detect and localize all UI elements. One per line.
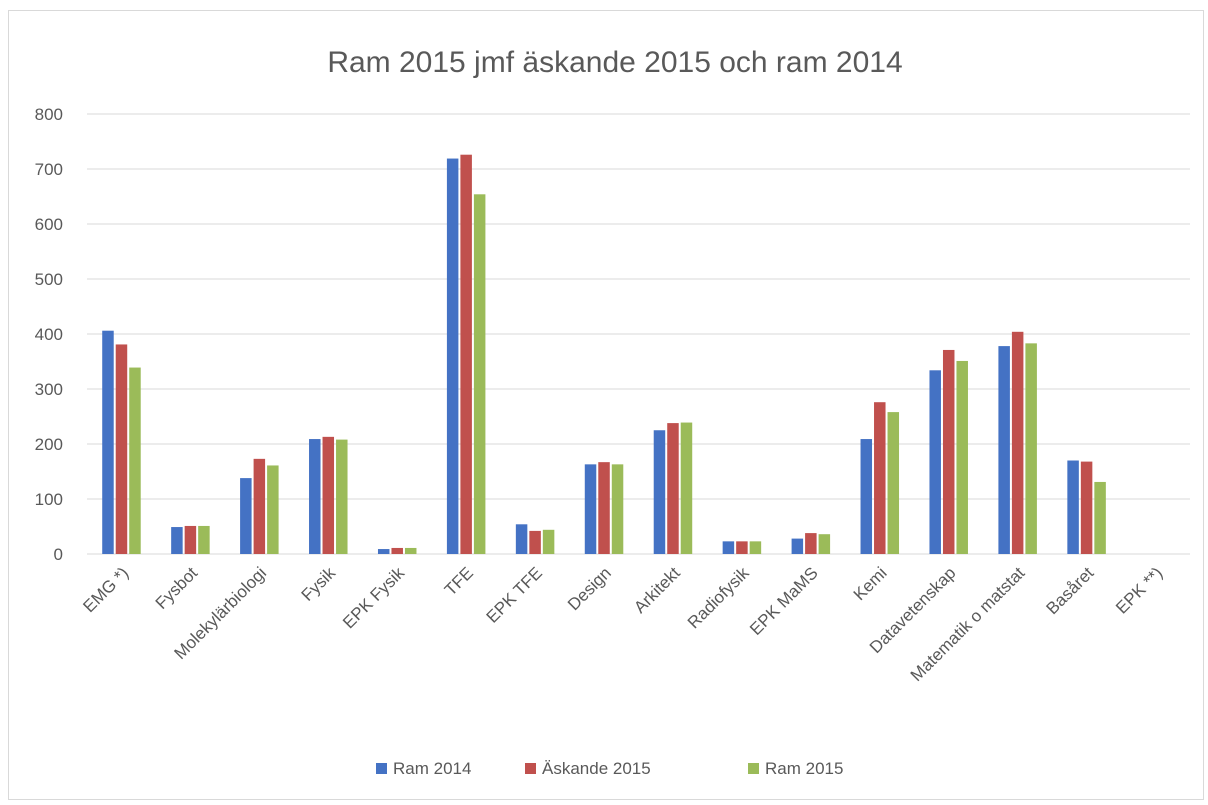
x-tick-label: EPK Fysik (339, 563, 408, 632)
bar-3-9 (680, 422, 693, 554)
y-tick-label: 600 (35, 215, 63, 234)
legend-label-3: Ram 2015 (765, 759, 843, 778)
chart-title: Ram 2015 jmf äskande 2015 och ram 2014 (327, 46, 902, 79)
bar-3-13 (956, 360, 968, 554)
bar-2-8 (598, 462, 610, 554)
bar-1-7 (515, 524, 528, 554)
y-axis-ticks: 0 100 200 300 400 500 600 700 800 (35, 105, 63, 564)
x-tick-label: EPK **) (1112, 563, 1166, 617)
bar-3-12 (887, 412, 900, 554)
x-tick-label: Fysbot (152, 563, 202, 613)
bar-2-13 (942, 349, 955, 554)
bar-3-2 (198, 525, 210, 554)
bar-3-8 (611, 464, 624, 554)
bar-1-4 (309, 439, 321, 554)
bar-2-2 (184, 525, 197, 554)
bar-1-9 (653, 430, 666, 554)
bar-3-5 (404, 547, 417, 554)
bar-2-7 (529, 530, 541, 554)
bar-2-5 (391, 547, 403, 554)
x-tick-label: Design (564, 563, 615, 614)
bar-3-3 (267, 465, 279, 554)
y-tick-label: 400 (35, 325, 63, 344)
legend-swatch-1 (376, 763, 387, 774)
bar-1-1 (102, 330, 114, 554)
x-tick-label: Radiofysik (684, 563, 753, 632)
bar-1-10 (722, 541, 735, 554)
bar-1-11 (791, 538, 804, 554)
x-tick-label: TFE (441, 563, 477, 599)
x-tick-label: Fysik (298, 563, 340, 605)
bar-1-14 (998, 346, 1010, 554)
bar-1-5 (377, 549, 390, 554)
bar-2-1 (115, 344, 128, 554)
bar-2-11 (805, 533, 817, 554)
bar-3-14 (1025, 343, 1037, 554)
bar-1-15 (1067, 460, 1079, 554)
legend-swatch-3 (748, 763, 759, 774)
bar-1-13 (929, 370, 941, 554)
bar-2-6 (460, 154, 472, 554)
legend: Ram 2014 Äskande 2015 Ram 2015 (376, 759, 843, 778)
bar-2-4 (322, 436, 335, 554)
bar-1-12 (860, 439, 873, 554)
bar-2-15 (1080, 461, 1093, 554)
x-tick-label: Arkitekt (630, 563, 684, 617)
bar-3-15 (1094, 481, 1106, 554)
x-tick-label: Basåret (1043, 563, 1098, 618)
bar-1-3 (240, 478, 252, 554)
y-tick-label: 800 (35, 105, 63, 124)
bar-2-14 (1011, 331, 1024, 554)
y-tick-label: 0 (54, 545, 63, 564)
bar-1-6 (446, 158, 459, 555)
gridlines (87, 113, 1190, 555)
bar-3-4 (336, 439, 348, 554)
x-tick-label: Matematik o matstat (907, 563, 1029, 685)
bar-2-12 (874, 402, 886, 554)
legend-swatch-2 (525, 763, 536, 774)
x-tick-label: EPK TFE (483, 563, 546, 626)
bar-2-3 (253, 458, 266, 554)
x-tick-label: Kemi (850, 563, 891, 604)
bar-3-1 (129, 367, 141, 554)
legend-label-2: Äskande 2015 (542, 759, 651, 778)
bar-1-2 (171, 527, 183, 554)
bar-2-10 (736, 541, 748, 554)
bar-3-10 (749, 541, 762, 554)
bar-3-7 (542, 529, 555, 554)
bars (102, 154, 1106, 555)
bar-1-8 (584, 464, 597, 554)
bar-3-11 (818, 534, 831, 554)
x-tick-label: EPK MaMS (746, 563, 822, 639)
y-tick-label: 300 (35, 380, 63, 399)
bar-3-6 (473, 194, 486, 555)
x-tick-label: EMG *) (79, 563, 132, 616)
y-tick-label: 700 (35, 160, 63, 179)
bar-2-9 (667, 423, 679, 554)
y-tick-label: 100 (35, 490, 63, 509)
legend-label-1: Ram 2014 (393, 759, 471, 778)
y-tick-label: 500 (35, 270, 63, 289)
y-tick-label: 200 (35, 435, 63, 454)
